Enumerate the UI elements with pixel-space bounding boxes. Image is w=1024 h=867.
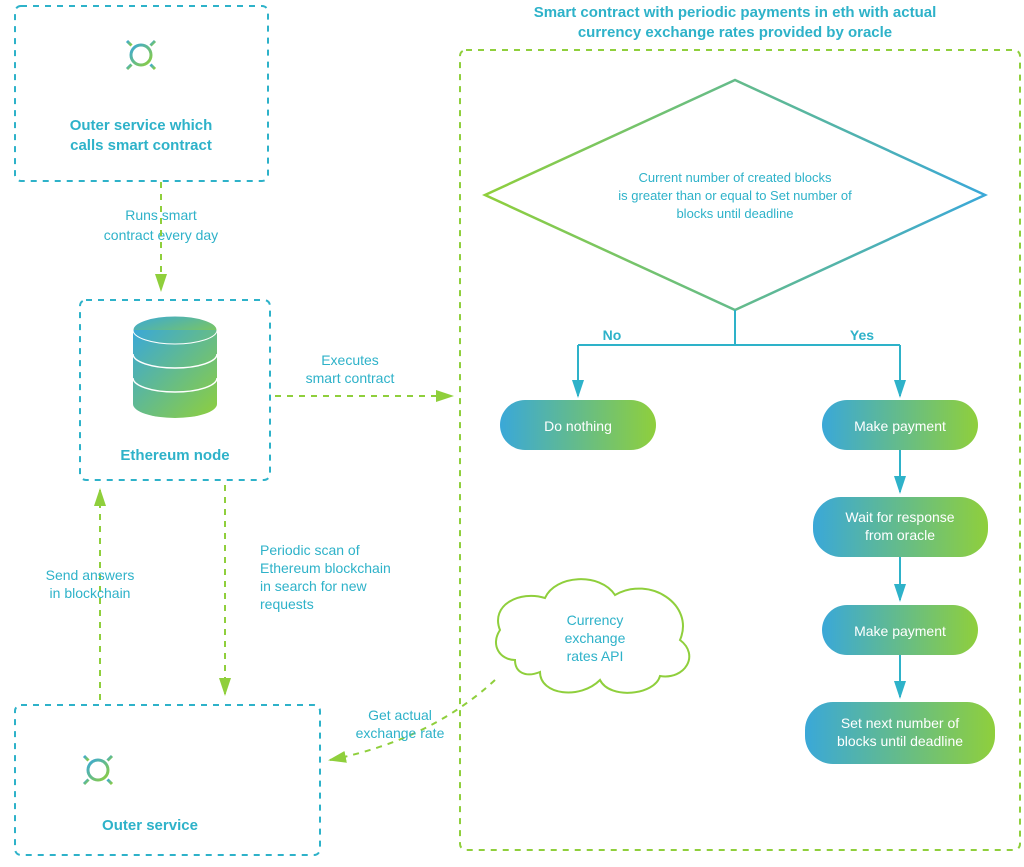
executes-label-1: Executes (321, 352, 379, 368)
wait-oracle-text-2: from oracle (865, 527, 935, 543)
gear-icon (121, 35, 161, 75)
make-payment-2-text: Make payment (854, 623, 946, 639)
cloud-label-3: rates API (567, 648, 624, 664)
ethereum-node-label: Ethereum node (120, 447, 229, 464)
gear-icon-bottom (78, 750, 118, 790)
contract-title-line2: currency exchange rates provided by orac… (578, 24, 892, 41)
periodic-scan-4: requests (260, 596, 314, 612)
diamond-text-3: blocks until deadline (676, 206, 793, 221)
wait-oracle-text-1: Wait for response (845, 509, 954, 525)
cloud-label-1: Currency (567, 612, 624, 628)
get-rate-2: exchange rate (356, 725, 445, 741)
contract-title-line1: Smart contract with periodic payments in… (534, 4, 937, 21)
diagram-canvas: Smart contract with periodic payments in… (0, 0, 1024, 867)
periodic-scan-2: Ethereum blockchain (260, 560, 391, 576)
get-rate-1: Get actual (368, 707, 432, 723)
cloud-label-2: exchange (565, 630, 626, 646)
outer-service-bottom-label: Outer service (102, 817, 198, 834)
send-answers-2: in blockchain (50, 585, 131, 601)
periodic-scan-1: Periodic scan of (260, 542, 360, 558)
outer-service-top-label-1: Outer service which (70, 117, 213, 134)
diamond-text-1: Current number of created blocks (639, 170, 832, 185)
no-label: No (603, 327, 622, 343)
periodic-scan-3: in search for new (260, 578, 367, 594)
executes-label-2: smart contract (306, 370, 395, 386)
diamond-text-2: is greater than or equal to Set number o… (618, 188, 852, 203)
send-answers-1: Send answers (46, 567, 135, 583)
yes-label: Yes (850, 327, 874, 343)
set-next-text-2: blocks until deadline (837, 733, 963, 749)
set-next-text-1: Set next number of (841, 715, 959, 731)
make-payment-1-text: Make payment (854, 418, 946, 434)
outer-service-top-box (15, 6, 268, 181)
database-icon (133, 316, 217, 418)
outer-service-top-label-2: calls smart contract (70, 137, 212, 154)
do-nothing-text: Do nothing (544, 418, 612, 434)
